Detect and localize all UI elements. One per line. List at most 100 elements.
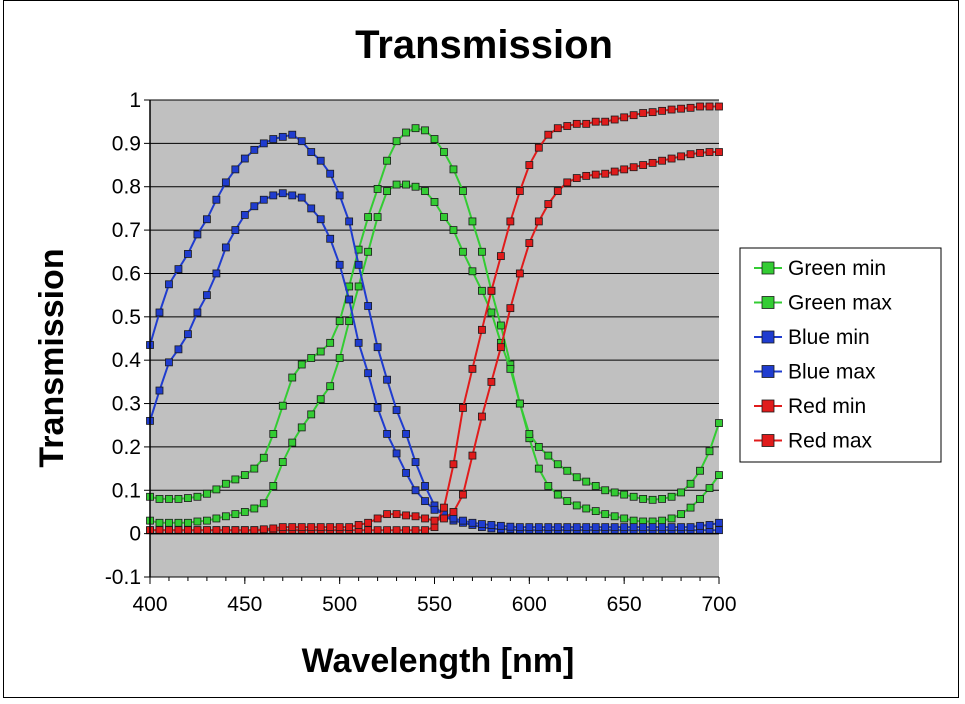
data-point (297, 523, 306, 532)
data-point (705, 484, 714, 493)
data-point (449, 165, 458, 174)
data-point (212, 514, 221, 523)
data-point (667, 523, 676, 532)
gridlines (150, 99, 719, 578)
data-point (715, 102, 723, 111)
data-point (240, 508, 249, 516)
y-tick-label: 0 (129, 523, 141, 546)
data-point (354, 260, 363, 269)
data-point (658, 523, 666, 532)
data-point (696, 521, 704, 530)
data-point (174, 265, 183, 274)
data-point (392, 406, 401, 414)
data-point (525, 523, 534, 532)
data-point (449, 514, 458, 523)
data-point (231, 475, 240, 484)
data-point (506, 364, 515, 373)
data-point (307, 523, 316, 532)
data-point (696, 149, 704, 157)
legend-item: Blue max (754, 361, 876, 384)
data-point (326, 382, 335, 391)
data-point (364, 518, 373, 527)
data-point (335, 523, 344, 532)
y-tick-label: 0.9 (112, 132, 141, 155)
data-point (174, 495, 183, 503)
legend: Green min Green max Blue min Blue max Red mi… (739, 247, 942, 463)
data-point (421, 497, 429, 506)
data-point (648, 158, 657, 167)
data-point (174, 518, 183, 527)
legend-item: Green max (754, 292, 892, 315)
data-point (677, 152, 685, 161)
data-point (534, 217, 543, 226)
data-point (572, 174, 581, 182)
data-point (696, 102, 704, 111)
data-point (515, 269, 524, 278)
legend-label: Green max (788, 292, 892, 315)
series-green-min (146, 124, 723, 526)
data-point (534, 143, 543, 152)
data-point (563, 497, 572, 506)
data-point (705, 148, 714, 156)
data-point (563, 122, 572, 130)
data-point (591, 523, 600, 532)
data-point (440, 503, 448, 512)
data-point (582, 504, 591, 513)
data-point (155, 526, 164, 535)
data-point (648, 523, 657, 532)
data-point (648, 495, 657, 504)
legend-marker (761, 330, 775, 344)
data-point (601, 523, 610, 532)
data-point (639, 523, 648, 532)
data-point (667, 154, 676, 163)
data-point (383, 429, 391, 438)
data-point (278, 523, 287, 532)
data-point (459, 187, 467, 195)
data-point (572, 119, 581, 128)
data-point (345, 523, 354, 532)
data-point (364, 213, 373, 221)
data-point (411, 526, 420, 535)
y-tick-labels: -0.1 0 0.1 0.2 0.3 0.4 0.5 0.6 0.7 0.8 0.9 1 (105, 89, 141, 589)
data-point (686, 103, 695, 112)
data-point (269, 524, 278, 533)
data-point (326, 169, 335, 178)
data-point (212, 269, 221, 278)
data-point (364, 247, 373, 256)
chart-title: Transmission (355, 23, 613, 67)
legend-label: Red min (788, 395, 866, 418)
y-axis-title: Transmission (33, 248, 71, 467)
legend-label: Blue max (788, 361, 876, 384)
data-point (515, 187, 524, 195)
data-point (326, 234, 335, 243)
series-blue-max (146, 189, 723, 532)
data-point (696, 495, 704, 503)
data-point (544, 130, 553, 139)
data-point (288, 523, 297, 532)
data-point (193, 517, 202, 526)
data-point (202, 516, 211, 525)
data-point (487, 308, 496, 317)
data-point (667, 105, 676, 114)
data-point (534, 443, 543, 451)
data-point (250, 504, 259, 513)
data-point (193, 308, 202, 317)
data-point (515, 523, 524, 532)
data-point (496, 321, 505, 330)
data-point (165, 526, 173, 535)
data-point (572, 473, 581, 482)
data-point (478, 412, 486, 421)
data-point (468, 364, 477, 373)
x-tick-label: 500 (322, 593, 357, 616)
data-point (601, 510, 610, 519)
data-point (174, 345, 183, 354)
data-point (496, 252, 505, 261)
data-point (715, 526, 723, 535)
data-point (316, 395, 325, 404)
data-point (553, 523, 562, 532)
data-point (269, 429, 278, 438)
data-point (421, 514, 429, 523)
data-point (278, 189, 287, 198)
data-point (715, 148, 723, 156)
